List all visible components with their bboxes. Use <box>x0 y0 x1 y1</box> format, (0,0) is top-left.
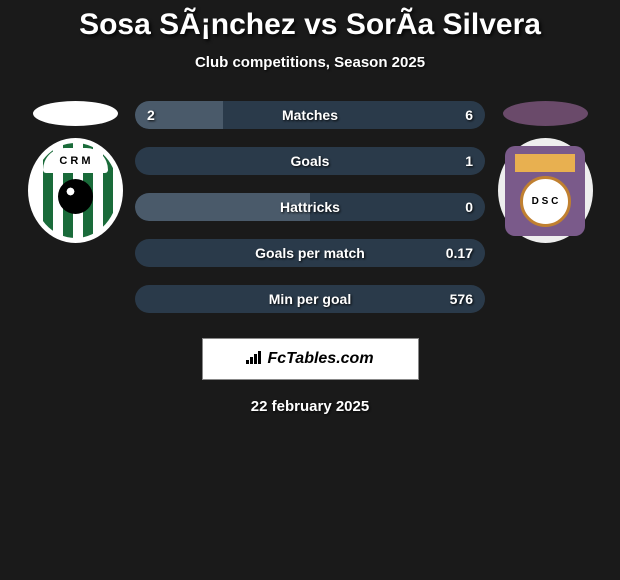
right-team-badge: D S C <box>498 138 593 243</box>
stat-row: Goals1 <box>135 147 485 175</box>
stat-value-right: 576 <box>450 291 473 307</box>
page-title: Sosa SÃ¡nchez vs SorÃ­a Silvera <box>0 8 620 42</box>
right-player-oval <box>503 101 588 126</box>
stats-column: 2Matches6 Goals1 Hattricks0 Goals per match… <box>135 101 485 313</box>
stat-label: Hattricks <box>135 193 485 221</box>
stat-row: Min per goal576 <box>135 285 485 313</box>
stat-value-right: 0 <box>465 199 473 215</box>
right-badge-top <box>515 154 575 172</box>
stat-value-right: 1 <box>465 153 473 169</box>
stat-row: Goals per match0.17 <box>135 239 485 267</box>
date-text: 22 february 2025 <box>0 398 620 415</box>
left-player-column: C R M <box>25 101 125 243</box>
stat-label: Goals <box>135 147 485 175</box>
left-player-oval <box>33 101 118 126</box>
stat-row: 2Matches6 <box>135 101 485 129</box>
stat-label: Matches <box>135 101 485 129</box>
left-badge-text: C R M <box>43 148 108 173</box>
branding-text: FcTables.com <box>267 350 373 368</box>
chart-icon <box>246 350 264 369</box>
subtitle: Club competitions, Season 2025 <box>0 54 620 71</box>
right-player-column: D S C <box>495 101 595 243</box>
stat-value-right: 0.17 <box>446 245 473 261</box>
comparison-row: C R M 2Matches6 Goals1 Hattricks0 Goals per… <box>0 101 620 313</box>
stat-label: Goals per match <box>135 239 485 267</box>
stat-label: Min per goal <box>135 285 485 313</box>
branding-box: FcTables.com <box>202 338 419 380</box>
stat-row: Hattricks0 <box>135 193 485 221</box>
left-team-badge: C R M <box>28 138 123 243</box>
right-badge-text: D S C <box>520 176 571 227</box>
soccer-ball-icon <box>58 179 93 214</box>
stat-value-right: 6 <box>465 107 473 123</box>
